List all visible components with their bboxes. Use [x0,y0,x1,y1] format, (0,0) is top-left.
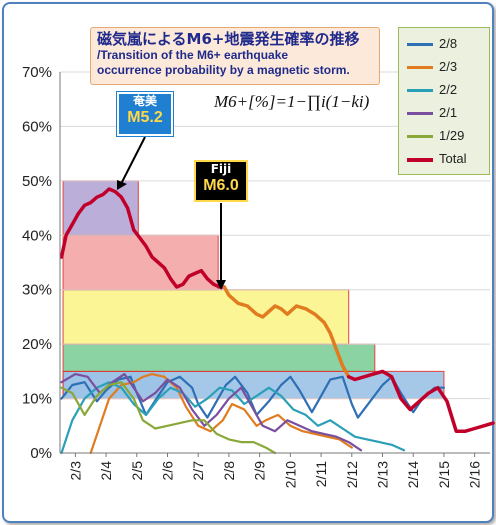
x-tick-label: 2/4 [98,461,114,481]
y-tick-label: 10% [22,391,52,408]
legend-label: Total [439,151,467,166]
probability-formula: M6+[%]=1−∏i(1−ki) [214,92,370,111]
axes [59,72,490,454]
callout-place: Fiji [210,162,232,176]
y-tick-label: 70% [22,64,52,81]
legend-entry: 2/8 [407,34,489,54]
x-tick-label: 2/3 [67,461,83,481]
series-line-1-29 [60,381,277,455]
probability-bands [62,180,445,400]
series-line-Total [59,187,227,289]
x-tick-label: 2/12 [344,461,360,488]
legend-swatch [407,135,433,138]
legend-label: 2/3 [439,59,458,74]
legend-swatch [407,112,433,115]
callout-arrow-amami [120,136,146,185]
x-tick-label: 2/5 [129,461,145,481]
probability-band-2 [62,343,376,372]
x-tick-label: 2/11 [313,461,329,487]
y-tick-label: 30% [22,282,52,299]
legend-entry: 2/3 [407,57,489,77]
series-line-2-2 [60,381,406,455]
chart-title-english: /Transition of the M6+ earthquake occurr… [97,48,350,77]
series-line-2-3 [89,373,353,455]
series-line-Total-end [346,369,495,433]
legend-swatch [407,66,433,69]
x-tick-labels: 2/3 2/4 2/5 2/6 2/7 2/8 2/9 2/10 2/11 2/12 2/13 2/1… [67,453,483,488]
callout-arrowhead-amami [117,180,127,190]
x-tick-label: 2/14 [405,461,421,488]
legend-entry: 2/1 [407,103,489,123]
series-line-2-1 [60,373,363,452]
x-tick-label: 2/9 [252,461,268,481]
legend-entry: 1/29 [407,126,489,146]
y-tick-label: 50% [22,173,52,190]
x-tick-label: 2/13 [375,461,391,488]
series-line-Total-late [222,285,351,379]
legend-label: 1/29 [439,128,465,143]
y-tick-label: 0% [30,445,52,462]
chart-title-japanese: 磁気嵐によるM6+地震発生確率の推移 [97,30,360,48]
callout-magnitude: M6.0 [203,177,239,194]
x-tick-label: 2/8 [221,461,237,481]
callout-fiji: Fiji M6.0 [194,160,248,202]
y-tick-label: 40% [22,227,52,244]
callout-magnitude: M5.2 [127,109,163,126]
callout-arrowhead-fiji [216,280,226,290]
legend-label: 2/1 [439,105,458,120]
title-box: 磁気嵐によるM6+地震発生確率の推移 /Transition of the M6… [90,27,380,85]
series-lines [59,187,495,455]
legend-label: 2/2 [439,82,458,97]
legend-swatch [407,89,433,92]
legend-entry: Total [407,149,489,169]
y-tick-label: 60% [22,118,52,135]
x-tick-label: 2/6 [160,461,176,481]
x-tick-label: 2/7 [190,461,206,481]
series-line-2-8 [60,375,445,419]
legend-label: 2/8 [439,36,458,51]
callout-place: 奄美 [132,94,157,108]
callout-amami: 奄美 M5.2 [116,91,174,137]
probability-band-4 [62,234,219,291]
legend-entry: 2/2 [407,80,489,100]
legend: 2/8 2/3 2/2 2/1 1/29 Total [398,27,490,175]
x-tick-label: 2/15 [436,461,452,488]
y-tick-labels: 0% 10% 20% 30% 40% 50% 60% 70% [22,64,52,462]
callout-arrows [117,136,226,290]
legend-swatch [407,43,433,46]
x-tick-label: 2/10 [282,461,298,488]
probability-band-3 [62,289,350,345]
legend-swatch [407,158,433,162]
y-tick-label: 20% [22,336,52,353]
x-tick-label: 2/16 [467,461,483,488]
